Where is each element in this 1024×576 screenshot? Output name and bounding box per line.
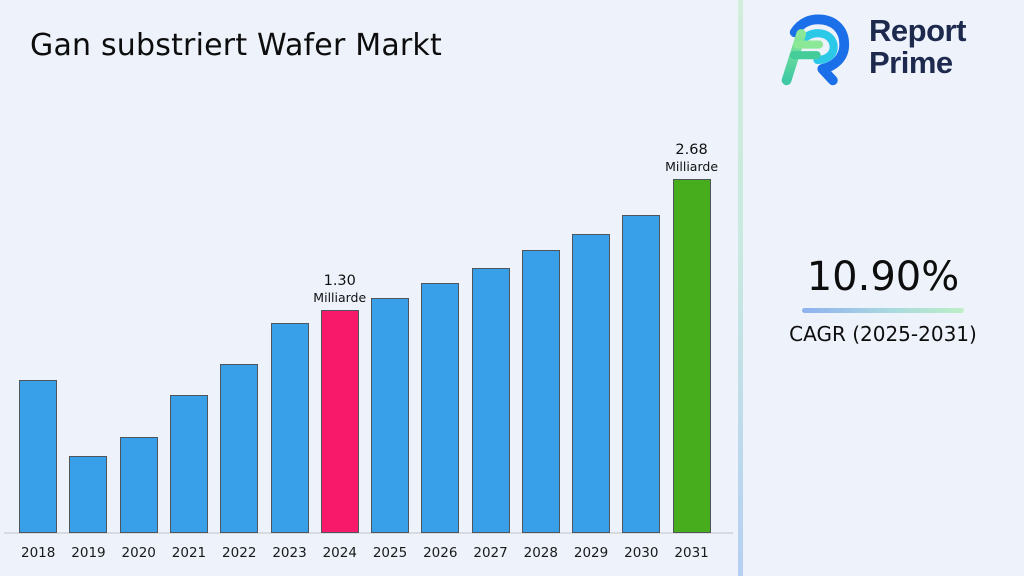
bar-label-value-2031: 2.68 [675,142,708,159]
page-title: Gan substriert Wafer Markt [30,28,442,64]
cagr-value: 10.90% [806,254,960,300]
bar-2030 [622,215,661,533]
x-tick-2031: 2031 [674,545,709,561]
bar-2029 [572,234,611,533]
report-prime-logo: Report Prime [774,8,966,86]
x-tick-2019: 2019 [71,545,106,561]
bar-label-unit-2031: Milliarde [665,158,719,174]
logo-word-prime: Prime [869,45,953,80]
vertical-divider [738,0,743,576]
bar-2021 [169,395,208,533]
bar-label-value-2024: 1.30 [323,273,356,290]
x-tick-2029: 2029 [573,545,609,561]
bar-label-2024: 1.30 Milliarde [313,273,366,305]
bar-label-unit-2024: Milliarde [313,289,367,305]
bar-label-2031: 2.68 Milliarde [665,142,718,174]
bar-2028 [521,250,560,533]
bar-2023 [270,323,309,533]
x-tick-2021: 2021 [171,545,207,561]
bar-2031 [672,179,711,533]
bar-2025 [371,298,410,533]
x-tick-2026: 2026 [423,545,458,561]
x-tick-2020: 2020 [121,545,156,561]
bar-2026 [421,283,460,533]
bar-2022 [220,364,259,533]
cagr-block: 10.90% CAGR (2025-2031) [758,256,1008,346]
logo-word-report: Report [869,13,966,49]
x-tick-2027: 2027 [473,545,508,561]
bar-2024 [320,310,359,533]
x-tick-2023: 2023 [272,545,307,561]
bar-2020 [119,437,158,533]
x-tick-2022: 2022 [222,545,257,561]
x-tick-2018: 2018 [21,545,56,561]
bar-2019 [69,456,108,533]
x-tick-2028: 2028 [523,545,558,561]
cagr-underline [802,308,964,313]
x-tick-2030: 2030 [624,545,659,561]
cagr-label: CAGR (2025-2031) [789,321,977,346]
report-prime-logo-text: Report Prime [869,15,966,78]
report-prime-logo-icon [781,14,850,86]
x-tick-2025: 2025 [372,545,408,561]
x-axis-line [4,532,733,534]
bar-2027 [471,268,510,533]
x-tick-2024: 2024 [322,545,357,561]
bar-2018 [19,380,58,533]
